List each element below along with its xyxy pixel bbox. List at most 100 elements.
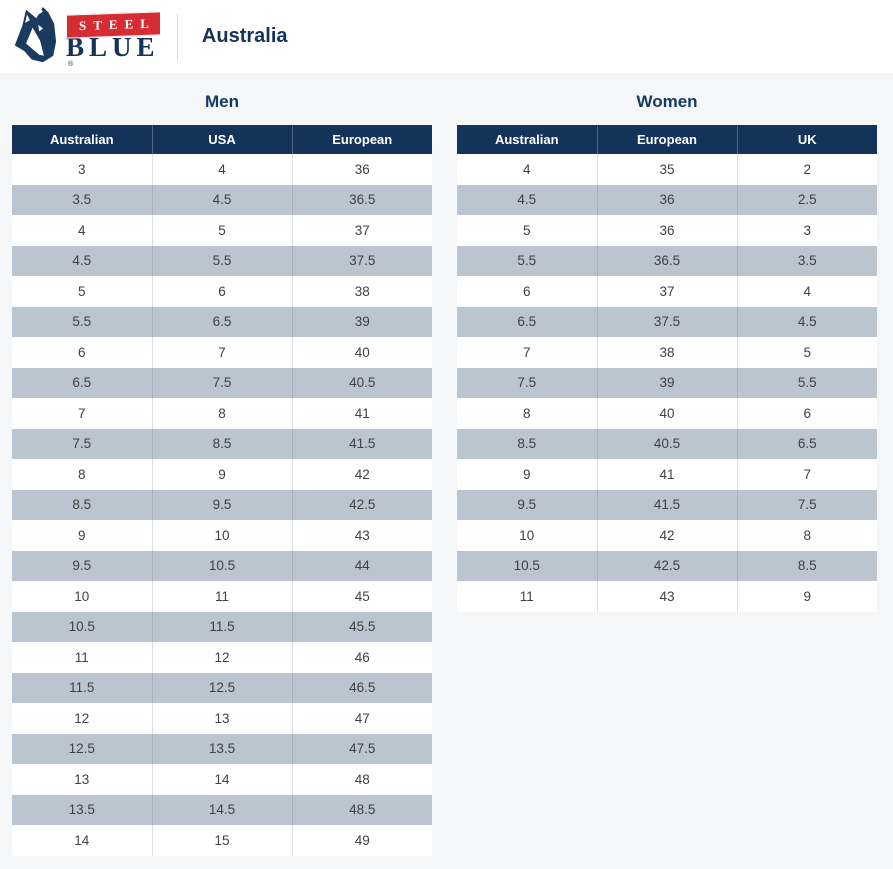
size-cell: 3.5 bbox=[736, 245, 877, 276]
size-cell: 35 bbox=[596, 154, 737, 185]
size-cell: 14.5 bbox=[151, 794, 292, 825]
size-cell: 4.5 bbox=[12, 245, 152, 276]
table-row: 9.5 10.5 44 bbox=[12, 550, 432, 581]
size-cell: 6.5 bbox=[736, 428, 877, 459]
column-header: European bbox=[291, 125, 432, 154]
size-cell: 14 bbox=[12, 825, 152, 856]
table-row: 7 8 41 bbox=[12, 398, 432, 429]
size-cell: 5.5 bbox=[151, 245, 292, 276]
size-chart-content: Men Australian USA European 3 4 36 3.5 4.5 36.5… bbox=[0, 73, 893, 869]
table-title-men: Men bbox=[205, 92, 239, 111]
logo-steel-banner: STEEL bbox=[66, 11, 161, 39]
size-cell: 11 bbox=[151, 581, 292, 612]
size-cell: 43 bbox=[291, 520, 432, 551]
size-cell: 38 bbox=[596, 337, 737, 368]
size-cell: 10 bbox=[12, 581, 152, 612]
column-header: USA bbox=[151, 125, 292, 154]
size-cell: 37.5 bbox=[291, 245, 432, 276]
size-cell: 13.5 bbox=[151, 733, 292, 764]
size-cell: 12.5 bbox=[12, 733, 152, 764]
size-cell: 37 bbox=[596, 276, 737, 307]
table-row: 12 13 47 bbox=[12, 703, 432, 734]
size-cell: 36 bbox=[596, 184, 737, 215]
table-row: 11.5 12.5 46.5 bbox=[12, 672, 432, 703]
size-cell: 5.5 bbox=[12, 306, 152, 337]
men-table-body: 3 4 36 3.5 4.5 36.5 4 5 37 4.5 5.5 37.5 5 6 38 5.5 6.5 39… bbox=[12, 154, 432, 856]
size-cell: 42 bbox=[596, 520, 737, 551]
size-cell: 8.5 bbox=[457, 428, 597, 459]
size-cell: 4.5 bbox=[736, 306, 877, 337]
size-cell: 8.5 bbox=[736, 550, 877, 581]
logo-blue-text: BLUE bbox=[66, 31, 160, 62]
table-row: 5.5 36.5 3.5 bbox=[457, 245, 877, 276]
size-cell: 11 bbox=[457, 581, 597, 612]
size-cell: 11.5 bbox=[12, 672, 152, 703]
size-cell: 9.5 bbox=[12, 550, 152, 581]
size-cell: 7.5 bbox=[457, 367, 597, 398]
size-cell: 6 bbox=[736, 398, 877, 429]
table-row: 8 40 6 bbox=[457, 398, 877, 429]
size-cell: 40 bbox=[596, 398, 737, 429]
table-row: 14 15 49 bbox=[12, 825, 432, 856]
size-cell: 6.5 bbox=[457, 306, 597, 337]
size-cell: 9.5 bbox=[457, 489, 597, 520]
size-cell: 42 bbox=[291, 459, 432, 490]
size-cell: 36 bbox=[291, 154, 432, 185]
size-cell: 7.5 bbox=[151, 367, 292, 398]
size-cell: 9 bbox=[151, 459, 292, 490]
size-cell: 46 bbox=[291, 642, 432, 673]
table-row: 5.5 6.5 39 bbox=[12, 306, 432, 337]
size-cell: 3.5 bbox=[12, 184, 152, 215]
table-row: 8 9 42 bbox=[12, 459, 432, 490]
size-cell: 36.5 bbox=[291, 184, 432, 215]
size-cell: 4.5 bbox=[457, 184, 597, 215]
size-cell: 48 bbox=[291, 764, 432, 795]
size-cell: 12.5 bbox=[151, 672, 292, 703]
size-cell: 41 bbox=[291, 398, 432, 429]
size-cell: 36 bbox=[596, 215, 737, 246]
top-bar: STEEL BLUE ® Australia bbox=[0, 0, 893, 73]
table-row: 7.5 39 5.5 bbox=[457, 367, 877, 398]
size-cell: 41 bbox=[596, 459, 737, 490]
size-cell: 12 bbox=[151, 642, 292, 673]
size-cell: 10 bbox=[151, 520, 292, 551]
size-cell: 42.5 bbox=[596, 550, 737, 581]
size-cell: 37.5 bbox=[596, 306, 737, 337]
size-cell: 5 bbox=[12, 276, 152, 307]
size-cell: 7.5 bbox=[12, 428, 152, 459]
size-cell: 2 bbox=[736, 154, 877, 185]
husky-icon bbox=[14, 6, 57, 62]
size-cell: 40 bbox=[291, 337, 432, 368]
size-cell: 46.5 bbox=[291, 672, 432, 703]
size-cell: 8.5 bbox=[151, 428, 292, 459]
size-cell: 4 bbox=[151, 154, 292, 185]
size-cell: 11.5 bbox=[151, 611, 292, 642]
table-row: 12.5 13.5 47.5 bbox=[12, 733, 432, 764]
size-cell: 4 bbox=[736, 276, 877, 307]
size-cell: 40.5 bbox=[596, 428, 737, 459]
size-cell: 12 bbox=[12, 703, 152, 734]
size-cell: 49 bbox=[291, 825, 432, 856]
size-cell: 7 bbox=[736, 459, 877, 490]
table-row: 11 12 46 bbox=[12, 642, 432, 673]
size-cell: 15 bbox=[151, 825, 292, 856]
size-cell: 4.5 bbox=[151, 184, 292, 215]
table-row: 9 41 7 bbox=[457, 459, 877, 490]
table-row: 5 6 38 bbox=[12, 276, 432, 307]
size-cell: 7.5 bbox=[736, 489, 877, 520]
size-cell: 13 bbox=[151, 703, 292, 734]
size-cell: 5 bbox=[151, 215, 292, 246]
size-cell: 44 bbox=[291, 550, 432, 581]
size-cell: 6.5 bbox=[151, 306, 292, 337]
steel-blue-logo[interactable]: STEEL BLUE ® bbox=[10, 6, 161, 68]
size-cell: 42.5 bbox=[291, 489, 432, 520]
size-cell: 5 bbox=[736, 337, 877, 368]
size-cell: 13.5 bbox=[12, 794, 152, 825]
size-cell: 10 bbox=[457, 520, 597, 551]
size-cell: 3 bbox=[736, 215, 877, 246]
size-cell: 5.5 bbox=[736, 367, 877, 398]
region-title: Australia bbox=[201, 25, 288, 47]
size-cell: 9.5 bbox=[151, 489, 292, 520]
column-header: UK bbox=[736, 125, 877, 154]
registered-trademark-symbol: ® bbox=[68, 60, 74, 68]
